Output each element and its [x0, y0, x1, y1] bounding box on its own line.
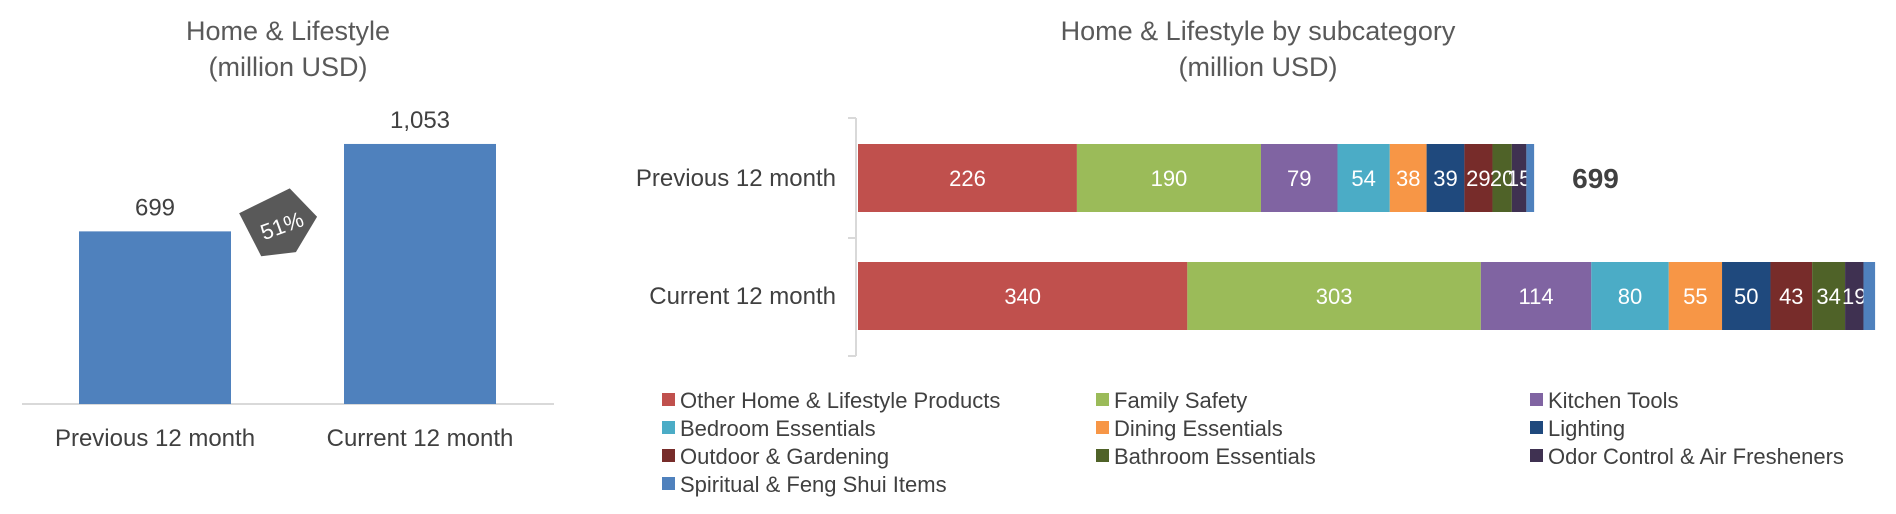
bar-segment: [858, 144, 1077, 212]
y-tick-label: Previous 12 month: [636, 165, 836, 192]
bar-segment: [1260, 144, 1338, 212]
bar-segment: [1480, 262, 1592, 330]
legend-label: Dining Essentials: [1114, 416, 1283, 441]
legend-label: Bathroom Essentials: [1114, 444, 1316, 469]
legend-swatch: [1530, 449, 1543, 462]
bar-segment: [1591, 262, 1669, 330]
bar-segment: [1492, 144, 1512, 212]
segment-value-label: 303: [1316, 284, 1353, 309]
legend-item: Spiritual & Feng Shui Items: [662, 472, 947, 497]
legend-swatch: [1096, 393, 1109, 406]
bar-segment: [1845, 262, 1864, 330]
segment-value-label: 34: [1816, 284, 1840, 309]
segment-value-label: 190: [1151, 166, 1188, 191]
bar-value-label: 1,053: [390, 107, 450, 134]
row-total-label: 699: [1572, 163, 1619, 194]
legend-item: Dining Essentials: [1096, 416, 1283, 441]
legend-label: Lighting: [1548, 416, 1625, 441]
segment-value-label: 38: [1396, 166, 1420, 191]
bar-segment: [1426, 144, 1465, 212]
segment-value-label: 80: [1618, 284, 1642, 309]
legend-swatch: [662, 449, 675, 462]
legend-label: Family Safety: [1114, 388, 1247, 413]
bar-segment: [1863, 262, 1876, 330]
segment-value-label: 55: [1683, 284, 1707, 309]
bar-segment: [1812, 262, 1846, 330]
bar-segment: [1770, 262, 1813, 330]
legend-swatch: [662, 393, 675, 406]
segment-value-label: 20: [1490, 166, 1514, 191]
legend-item: Odor Control & Air Fresheners: [1530, 444, 1844, 469]
bar-value-label: 699: [135, 194, 175, 221]
segment-value-label: 43: [1779, 284, 1803, 309]
bar-segment: [1668, 262, 1723, 330]
legend-label: Kitchen Tools: [1548, 388, 1678, 413]
growth-badge-shape: [239, 188, 318, 257]
legend-item: Lighting: [1530, 416, 1625, 441]
segment-value-label: 226: [949, 166, 986, 191]
legend-item: Other Home & Lifestyle Products: [662, 388, 1000, 413]
bar-segment: [1187, 262, 1481, 330]
legend-swatch: [1096, 421, 1109, 434]
bar-segment: [1526, 144, 1535, 212]
legend-swatch: [1530, 421, 1543, 434]
segment-value-label: 50: [1734, 284, 1758, 309]
left-chart-subtitle: (million USD): [208, 52, 367, 82]
bar-segment: [1337, 144, 1390, 212]
segment-value-label: 79: [1287, 166, 1311, 191]
legend-swatch: [662, 477, 675, 490]
bar: [344, 143, 496, 405]
growth-badge: 51%: [239, 188, 318, 257]
bar-segment: [1076, 144, 1261, 212]
left-chart-title: Home & Lifestyle: [186, 16, 390, 46]
y-tick-label: Current 12 month: [649, 283, 836, 310]
bar-segment: [1464, 144, 1493, 212]
legend: Other Home & Lifestyle Products Family Sa…: [662, 388, 1844, 497]
bar: [79, 231, 231, 404]
legend-swatch: [1530, 393, 1543, 406]
x-tick-label: Current 12 month: [327, 425, 514, 452]
legend-swatch: [662, 421, 675, 434]
legend-label: Spiritual & Feng Shui Items: [680, 472, 947, 497]
legend-label: Outdoor & Gardening: [680, 444, 889, 469]
segment-value-label: 39: [1433, 166, 1457, 191]
bar-segment: [858, 262, 1188, 330]
segment-value-label: 114: [1519, 284, 1554, 309]
right-chart-title: Home & Lifestyle by subcategory: [1061, 16, 1456, 46]
segment-value-label: 340: [1004, 284, 1041, 309]
bar-segment: [1722, 262, 1771, 330]
legend-item: Family Safety: [1096, 388, 1247, 413]
legend-item: Kitchen Tools: [1530, 388, 1678, 413]
segment-value-label: 19: [1842, 284, 1866, 309]
segment-value-label: 54: [1351, 166, 1375, 191]
segment-value-label: 29: [1466, 166, 1490, 191]
legend-item: Bathroom Essentials: [1096, 444, 1316, 469]
legend-label: Other Home & Lifestyle Products: [680, 388, 1000, 413]
legend-label: Bedroom Essentials: [680, 416, 876, 441]
legend-swatch: [1096, 449, 1109, 462]
bar-segment: [1511, 144, 1527, 212]
x-tick-label: Previous 12 month: [55, 425, 255, 452]
right-chart-subtitle: (million USD): [1178, 52, 1337, 82]
left-bar-chart: 699 Previous 12 month 1,053 Current 12 mont…: [22, 107, 554, 452]
legend-label: Odor Control & Air Fresheners: [1548, 444, 1844, 469]
legend-item: Bedroom Essentials: [662, 416, 876, 441]
legend-item: Outdoor & Gardening: [662, 444, 889, 469]
bar-segment: [1389, 144, 1427, 212]
